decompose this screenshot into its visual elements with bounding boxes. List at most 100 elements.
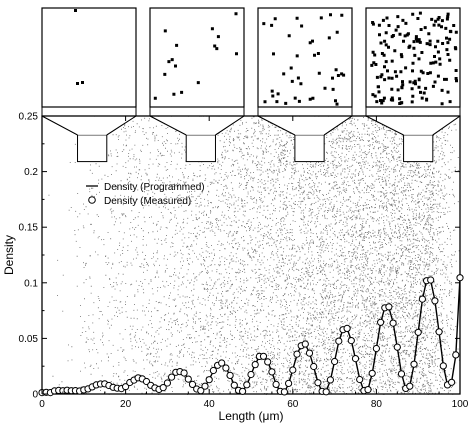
zoom-funnel-fill — [258, 116, 352, 135]
measured-point — [326, 376, 334, 384]
measured-point — [347, 337, 355, 345]
measured-point — [351, 355, 360, 363]
inset-panel — [365, 7, 461, 163]
measured-point — [310, 362, 318, 371]
measured-point — [393, 343, 401, 351]
measured-point — [418, 295, 426, 303]
measured-point — [406, 382, 414, 390]
x-tick-label: 60 — [287, 399, 299, 410]
inset-frame — [365, 7, 461, 108]
measured-point — [159, 384, 167, 392]
inset-panels — [41, 7, 461, 163]
zoom-funnel-fill — [366, 116, 460, 135]
measured-point — [218, 359, 226, 367]
x-tick-label: 20 — [120, 399, 132, 410]
x-tick-label: 40 — [204, 399, 216, 410]
inset-frame — [257, 7, 353, 108]
measured-point — [322, 388, 330, 396]
axes-layer: 0 20 40 60 80 100 0 0.05 0.1 0.15 0.2 0.25 — [19, 112, 469, 411]
zoom-funnel-edge — [257, 115, 353, 136]
y-tick-label: 0.05 — [19, 334, 39, 345]
y-tick-label: 0.2 — [24, 167, 38, 178]
measured-point — [239, 387, 247, 395]
zoom-window — [185, 134, 216, 163]
measured-point — [188, 380, 197, 388]
zoom-funnel-fill — [150, 116, 244, 135]
measured-point — [331, 357, 339, 366]
measured-point — [280, 388, 288, 396]
measured-point — [335, 337, 343, 345]
inset-panel — [149, 7, 245, 163]
x-tick-label: 0 — [39, 399, 45, 410]
measured-point — [385, 303, 393, 311]
zoom-window — [294, 134, 325, 163]
series-layer — [38, 274, 464, 397]
y-tick-label: 0.1 — [24, 278, 38, 289]
particle-scatter — [48, 116, 461, 395]
measured-point — [197, 387, 205, 395]
measured-point — [435, 328, 443, 336]
legend-label-programmed: Density (Programmed) — [104, 182, 205, 193]
measured-point — [414, 328, 422, 336]
measured-point — [427, 276, 435, 284]
measured-point — [209, 366, 217, 375]
measured-point — [163, 379, 171, 387]
measured-point — [264, 358, 272, 366]
measured-point — [226, 371, 234, 379]
measured-point — [285, 379, 293, 387]
measured-point — [448, 378, 456, 386]
measured-point — [289, 366, 297, 374]
zoom-funnel-fill — [42, 116, 136, 135]
y-tick-label: 0 — [32, 390, 38, 401]
measured-point — [364, 386, 372, 394]
measured-point — [247, 370, 255, 379]
x-tick-label: 100 — [452, 399, 469, 410]
particle-dots — [48, 116, 461, 395]
measured-point — [205, 376, 213, 384]
inset-frame — [41, 7, 137, 108]
x-axis-label: Length (μm) — [219, 409, 284, 423]
measured-point — [456, 274, 464, 282]
measured-point — [168, 373, 176, 381]
y-axis-label: Density — [2, 235, 16, 275]
measured-point — [301, 340, 309, 348]
measured-point — [343, 324, 351, 332]
inset-frame — [149, 7, 245, 108]
measured-point — [389, 319, 397, 327]
inset-panel — [257, 7, 353, 163]
zoom-funnel-edge — [41, 115, 137, 136]
measured-point — [377, 318, 385, 326]
measured-point — [184, 375, 192, 383]
measured-point — [356, 375, 364, 384]
measured-point — [410, 360, 418, 368]
zoom-window — [77, 134, 108, 163]
measured-point — [201, 382, 209, 390]
y-tick-label: 0.25 — [19, 112, 39, 123]
measured-point — [222, 364, 230, 372]
x-tick-label: 80 — [371, 399, 383, 410]
legend-circle-marker — [88, 196, 96, 204]
y-tick-label: 0.15 — [19, 223, 39, 234]
legend: Density (Programmed) Density (Measured) — [86, 182, 205, 207]
measured-point — [259, 352, 268, 360]
measured-point — [397, 370, 406, 378]
zoom-funnel-edge — [149, 115, 245, 136]
zoom-window — [403, 134, 434, 163]
inset-particles — [370, 11, 458, 106]
measured-point — [243, 381, 251, 389]
measured-point — [431, 297, 439, 305]
measured-point — [305, 349, 314, 357]
measured-point — [314, 379, 322, 387]
measured-point — [230, 381, 238, 389]
measured-point — [180, 369, 188, 377]
measured-point — [272, 380, 280, 388]
measured-point — [251, 361, 259, 369]
measured-point — [372, 344, 380, 353]
measured-point — [439, 362, 447, 370]
measured-point — [268, 368, 276, 376]
measured-point — [293, 350, 301, 358]
measured-point — [452, 351, 460, 359]
zoom-funnel-edge — [365, 115, 461, 136]
measured-point — [368, 369, 376, 377]
